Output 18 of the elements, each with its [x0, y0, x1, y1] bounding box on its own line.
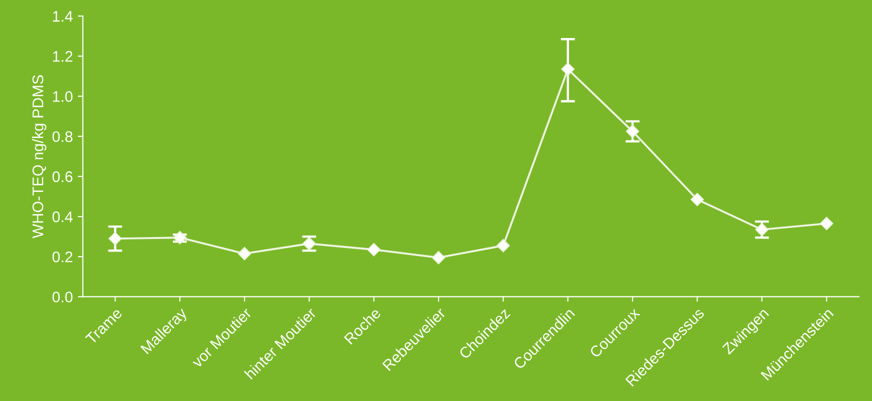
y-tick-label: 0.6 — [52, 171, 72, 182]
point — [561, 62, 574, 76]
point — [238, 247, 252, 260]
point — [367, 243, 380, 256]
y-tick-label: 1.4 — [53, 11, 73, 22]
y-tick-label: 0.2 — [52, 252, 72, 262]
y-tick-label: 1.0 — [53, 91, 73, 102]
point — [626, 124, 640, 138]
point — [432, 251, 446, 264]
y-tick-label: 0.0 — [52, 292, 73, 302]
point — [496, 239, 510, 252]
y-tick-label: 1.2 — [53, 51, 72, 62]
y-axis-title: WHO-TEQ ng/kg PDMS — [32, 75, 46, 238]
y-tick-label: 0.4 — [52, 211, 73, 222]
point — [690, 192, 704, 206]
point — [820, 216, 834, 230]
y-tick-label: 0.8 — [52, 131, 72, 142]
point — [108, 232, 122, 246]
